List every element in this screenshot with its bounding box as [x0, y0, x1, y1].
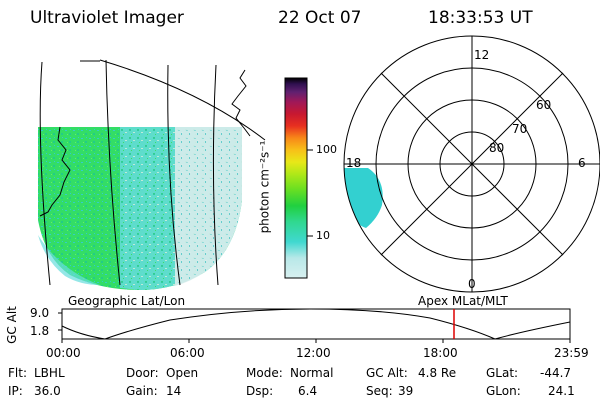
colorbar-tick-100: 100 — [316, 143, 337, 156]
time-tick-1: 06:00 — [170, 346, 205, 360]
footer-flt-key: Flt: — [8, 366, 27, 380]
time-tick-2: 12:00 — [296, 346, 331, 360]
polar-plot — [343, 35, 600, 293]
polar-mlt-6: 6 — [578, 156, 586, 170]
footer-mode-value: Normal — [290, 366, 334, 380]
footer-gain-key: Gain: — [126, 384, 158, 398]
footer-seq-value: 39 — [398, 384, 414, 398]
timeline-right-label: Apex MLat/MLT — [418, 294, 508, 308]
colorbar-unit-label: photon cm⁻²s⁻¹ — [257, 140, 272, 234]
image-time: 18:33:53 UT — [428, 8, 533, 28]
polar-lat-80: 80 — [489, 141, 505, 155]
footer-gain-value: 14 — [166, 384, 182, 398]
time-tick-4: 23:59 — [554, 346, 589, 360]
footer-glon-value: 24.1 — [548, 384, 575, 398]
coastline — [39, 69, 251, 217]
footer-dsp-key: Dsp: — [246, 384, 274, 398]
time-tick-3: 18:00 — [423, 346, 458, 360]
timeline-y-axis-label: GC Alt — [4, 306, 19, 344]
colorbar-tick-10: 10 — [316, 229, 330, 242]
footer-mode-key: Mode: — [246, 366, 283, 380]
polar-mlt-12: 12 — [474, 48, 490, 62]
footer-glat-value: -44.7 — [540, 366, 572, 380]
time-tick-0: 00:00 — [46, 346, 81, 360]
map-gridlines — [39, 59, 266, 286]
footer-door-key: Door: — [126, 366, 159, 380]
colorbar — [284, 77, 313, 279]
footer-seq-key: Seq: — [366, 384, 393, 398]
polar-mlt-18: 18 — [346, 156, 362, 170]
uv-image-geographic — [38, 127, 242, 290]
timeline-left-label: Geographic Lat/Lon — [68, 294, 186, 308]
footer-gcalt-value: 4.8 Re — [418, 366, 457, 380]
timeline-y-bottom: 1.8 — [30, 324, 50, 338]
instrument-title: Ultraviolet Imager — [30, 8, 184, 28]
polar-mlt-0: 0 — [468, 277, 476, 291]
footer-door-value: Open — [166, 366, 199, 380]
timeline-y-top: 9.0 — [30, 306, 50, 320]
polar-lat-60: 60 — [536, 98, 552, 112]
timeline-plot — [58, 308, 571, 343]
polar-lat-70: 70 — [512, 122, 528, 136]
footer-ip-value: 36.0 — [34, 384, 61, 398]
footer-ip-key: IP: — [8, 384, 23, 398]
footer-dsp-value: 6.4 — [298, 384, 318, 398]
footer-gcalt-key: GC Alt: — [366, 366, 408, 380]
footer-flt-value: LBHL — [34, 366, 65, 380]
footer-glon-key: GLon: — [486, 384, 521, 398]
image-date: 22 Oct 07 — [278, 8, 362, 28]
footer-glat-key: GLat: — [486, 366, 519, 380]
